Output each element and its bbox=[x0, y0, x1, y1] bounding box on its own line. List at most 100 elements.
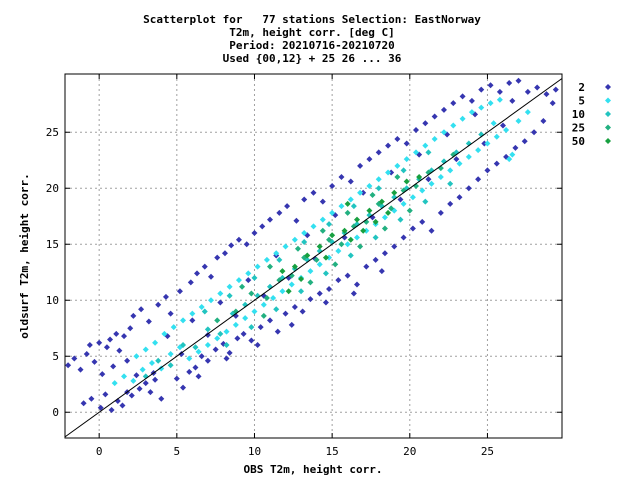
point-25-18 bbox=[294, 245, 301, 252]
point-10-4 bbox=[192, 344, 199, 351]
point-10-43 bbox=[347, 252, 354, 259]
point-2-141 bbox=[189, 317, 196, 324]
point-2-154 bbox=[223, 355, 230, 362]
point-5-81 bbox=[493, 133, 500, 140]
point-10-29 bbox=[226, 292, 233, 299]
point-2-16 bbox=[80, 400, 87, 407]
point-50-6 bbox=[353, 216, 360, 223]
point-5-20 bbox=[223, 328, 230, 335]
point-5-18 bbox=[204, 342, 211, 349]
point-5-43 bbox=[310, 223, 317, 230]
point-2-45 bbox=[214, 254, 221, 261]
point-2-29 bbox=[158, 395, 165, 402]
point-5-45 bbox=[329, 209, 336, 216]
point-5-40 bbox=[282, 243, 289, 250]
point-2-31 bbox=[138, 306, 145, 313]
point-10-39 bbox=[248, 324, 255, 331]
point-2-136 bbox=[204, 331, 211, 338]
point-2-20 bbox=[108, 407, 115, 413]
point-2-18 bbox=[97, 404, 104, 411]
legend-label-2: 2 bbox=[578, 81, 585, 94]
x-tick-label-5: 25 bbox=[481, 445, 494, 458]
point-2-157 bbox=[322, 299, 329, 306]
point-2-129 bbox=[397, 196, 404, 203]
point-2-97 bbox=[409, 225, 416, 232]
x-tick-label-3: 15 bbox=[326, 445, 339, 458]
point-5-72 bbox=[431, 135, 438, 142]
point-2-113 bbox=[484, 167, 491, 174]
point-2-6 bbox=[96, 339, 103, 346]
point-2-156 bbox=[288, 321, 295, 328]
point-2-4 bbox=[86, 342, 93, 349]
point-2-49 bbox=[204, 357, 211, 364]
y-tick-label-5: 25 bbox=[46, 126, 59, 139]
point-50-19 bbox=[285, 288, 292, 295]
point-5-13 bbox=[180, 317, 187, 324]
point-2-159 bbox=[378, 268, 385, 275]
point-50-0 bbox=[279, 268, 286, 275]
point-2-155 bbox=[254, 342, 261, 349]
point-2-119 bbox=[540, 118, 547, 125]
point-2-32 bbox=[145, 318, 152, 325]
point-50-12 bbox=[322, 254, 329, 261]
point-2-11 bbox=[113, 330, 120, 337]
point-50-8 bbox=[378, 198, 385, 205]
point-25-7 bbox=[313, 256, 320, 263]
point-2-61 bbox=[276, 209, 283, 216]
point-2-25 bbox=[136, 385, 143, 392]
density-level-10 bbox=[142, 131, 485, 380]
point-10-35 bbox=[375, 185, 382, 192]
point-2-1 bbox=[71, 355, 78, 362]
point-10-46 bbox=[422, 198, 429, 205]
identity-line bbox=[64, 78, 563, 438]
legend-marker-25 bbox=[605, 124, 611, 131]
point-25-23 bbox=[307, 279, 314, 286]
point-2-3 bbox=[83, 351, 90, 357]
point-5-51 bbox=[363, 227, 370, 234]
point-25-19 bbox=[319, 227, 326, 234]
point-50-3 bbox=[316, 243, 323, 250]
point-2-14 bbox=[124, 357, 131, 364]
point-2-102 bbox=[456, 194, 463, 201]
point-2-12 bbox=[116, 347, 123, 354]
point-2-148 bbox=[388, 169, 395, 176]
point-2-78 bbox=[357, 162, 364, 169]
point-5-86 bbox=[506, 156, 513, 163]
point-2-62 bbox=[284, 203, 291, 210]
point-5-32 bbox=[260, 301, 267, 308]
point-5-25 bbox=[217, 290, 224, 297]
point-25-13 bbox=[388, 205, 395, 212]
point-5-15 bbox=[198, 303, 205, 310]
point-5-21 bbox=[232, 321, 239, 328]
point-5-41 bbox=[291, 236, 298, 243]
point-5-79 bbox=[496, 96, 503, 103]
point-10-36 bbox=[400, 167, 407, 174]
chart-title: Scatterplot for 77 stations Selection: E… bbox=[143, 13, 481, 65]
point-5-16 bbox=[186, 355, 193, 362]
point-2-60 bbox=[267, 216, 274, 223]
point-50-2 bbox=[304, 252, 311, 259]
point-5-35 bbox=[288, 281, 295, 288]
point-2-158 bbox=[350, 290, 357, 297]
point-2-86 bbox=[381, 250, 388, 257]
point-2-34 bbox=[162, 293, 169, 300]
point-5-17 bbox=[195, 348, 202, 355]
point-2-13 bbox=[121, 333, 128, 340]
point-2-52 bbox=[226, 349, 233, 356]
point-10-33 bbox=[326, 221, 333, 228]
point-2-98 bbox=[419, 218, 426, 225]
point-2-116 bbox=[512, 144, 519, 151]
point-5-34 bbox=[279, 288, 286, 295]
point-2-147 bbox=[360, 189, 367, 196]
point-2-5 bbox=[91, 358, 98, 365]
point-2-93 bbox=[422, 120, 429, 127]
point-2-33 bbox=[155, 301, 162, 308]
point-5-39 bbox=[326, 254, 333, 261]
point-5-66 bbox=[428, 180, 435, 187]
point-2-99 bbox=[428, 227, 435, 234]
point-2-94 bbox=[431, 113, 438, 120]
y-axis: 0 5 10 15 20 25 bbox=[46, 126, 562, 419]
point-5-55 bbox=[400, 200, 407, 207]
point-25-20 bbox=[344, 209, 351, 216]
point-2-72 bbox=[301, 196, 308, 203]
